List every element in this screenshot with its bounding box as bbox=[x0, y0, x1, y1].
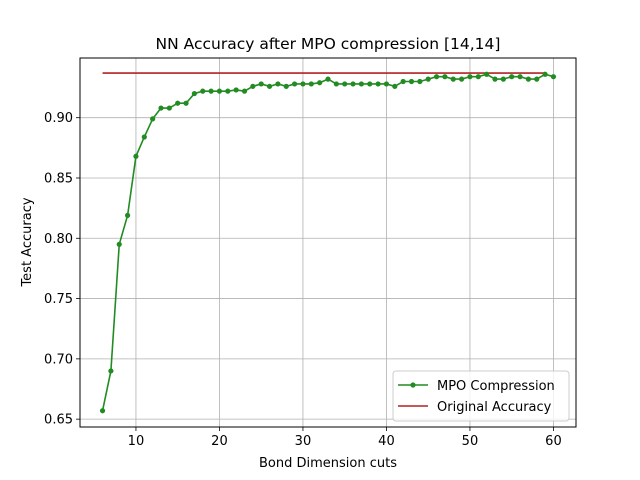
data-point-mpo-compression bbox=[141, 134, 147, 140]
data-point-mpo-compression bbox=[467, 74, 473, 80]
axis-ticks: 10 20 30 40 50 60 0.65 0.70 0.75 0.80 0.85 0.90 bbox=[44, 111, 562, 449]
data-point-mpo-compression bbox=[500, 76, 506, 82]
data-point-mpo-compression bbox=[450, 76, 456, 82]
data-point-mpo-compression bbox=[492, 76, 498, 82]
data-point-mpo-compression bbox=[175, 100, 181, 106]
data-point-mpo-compression bbox=[333, 81, 339, 87]
data-point-mpo-compression bbox=[509, 74, 515, 80]
data-point-mpo-compression bbox=[275, 81, 281, 87]
chart-title: NN Accuracy after MPO compression [14,14… bbox=[156, 35, 501, 53]
data-point-mpo-compression bbox=[183, 100, 189, 106]
data-point-mpo-compression bbox=[124, 212, 131, 218]
data-point-mpo-compression bbox=[250, 83, 256, 89]
x-tick-label: 50 bbox=[462, 434, 479, 449]
plot-frame bbox=[79, 57, 577, 428]
data-point-mpo-compression bbox=[166, 105, 172, 111]
legend: MPO Compression Original Accuracy bbox=[392, 370, 570, 422]
x-tick-label: 20 bbox=[211, 434, 228, 449]
legend-label-original-accuracy: Original Accuracy bbox=[437, 400, 552, 415]
data-point-mpo-compression bbox=[383, 81, 390, 87]
legend-label-mpo-compression: MPO Compression bbox=[437, 379, 555, 394]
x-tick-label: 60 bbox=[545, 434, 562, 449]
x-tick-label: 40 bbox=[378, 434, 395, 449]
data-point-mpo-compression bbox=[534, 76, 540, 82]
data-point-mpo-compression bbox=[433, 74, 440, 80]
grid bbox=[80, 58, 576, 427]
data-point-mpo-compression bbox=[308, 81, 314, 87]
y-tick-label: 0.90 bbox=[44, 111, 73, 126]
data-point-mpo-compression bbox=[233, 87, 239, 93]
data-point-mpo-compression bbox=[317, 80, 323, 86]
data-point-mpo-compression bbox=[283, 83, 289, 89]
data-point-mpo-compression bbox=[266, 83, 273, 89]
data-point-mpo-compression bbox=[200, 88, 206, 94]
x-tick-label: 30 bbox=[295, 434, 312, 449]
data-point-mpo-compression bbox=[408, 78, 415, 85]
data-point-mpo-compression bbox=[216, 88, 223, 94]
data-point-mpo-compression bbox=[342, 81, 348, 87]
y-tick-label: 0.75 bbox=[44, 292, 73, 307]
data-point-mpo-compression bbox=[108, 368, 114, 374]
y-tick-label: 0.85 bbox=[44, 171, 73, 186]
legend-marker-mpo-compression bbox=[410, 382, 416, 388]
data-point-mpo-compression bbox=[550, 74, 557, 80]
y-axis-label: Test Accuracy bbox=[20, 197, 35, 287]
data-point-mpo-compression bbox=[116, 241, 122, 247]
data-point-mpo-compression bbox=[484, 71, 490, 77]
data-point-mpo-compression bbox=[417, 78, 423, 85]
data-point-mpo-compression bbox=[291, 81, 298, 87]
data-point-mpo-compression bbox=[459, 76, 465, 82]
data-point-mpo-compression bbox=[367, 81, 373, 87]
data-point-mpo-compression bbox=[241, 88, 248, 94]
data-point-mpo-compression bbox=[158, 105, 164, 111]
x-axis-label: Bond Dimension cuts bbox=[259, 456, 397, 471]
legend-box bbox=[392, 370, 570, 422]
data-point-mpo-compression bbox=[300, 81, 306, 87]
data-point-mpo-compression bbox=[258, 81, 264, 87]
data-point-mpo-compression bbox=[425, 76, 431, 82]
data-point-mpo-compression bbox=[442, 74, 448, 80]
x-tick-label: 10 bbox=[128, 434, 145, 449]
data-point-mpo-compression bbox=[400, 78, 406, 85]
data-point-mpo-compression bbox=[191, 90, 197, 97]
data-point-mpo-compression bbox=[208, 88, 214, 94]
data-point-mpo-compression bbox=[325, 76, 331, 82]
data-point-mpo-compression bbox=[358, 81, 365, 87]
data-point-mpo-compression bbox=[99, 408, 106, 414]
data-point-mpo-compression bbox=[392, 83, 398, 89]
data-point-mpo-compression bbox=[150, 116, 156, 122]
data-point-mpo-compression bbox=[525, 76, 532, 82]
data-point-mpo-compression bbox=[133, 153, 139, 159]
data-point-mpo-compression bbox=[375, 81, 381, 87]
data-point-mpo-compression bbox=[542, 71, 548, 77]
data-point-mpo-compression bbox=[225, 88, 231, 94]
y-tick-label: 0.80 bbox=[44, 232, 73, 247]
data-point-mpo-compression bbox=[475, 74, 481, 80]
data-point-mpo-compression bbox=[350, 81, 356, 87]
series-layer bbox=[99, 71, 557, 414]
data-point-mpo-compression bbox=[517, 74, 523, 80]
y-tick-label: 0.70 bbox=[44, 352, 73, 367]
y-tick-label: 0.65 bbox=[44, 413, 73, 428]
